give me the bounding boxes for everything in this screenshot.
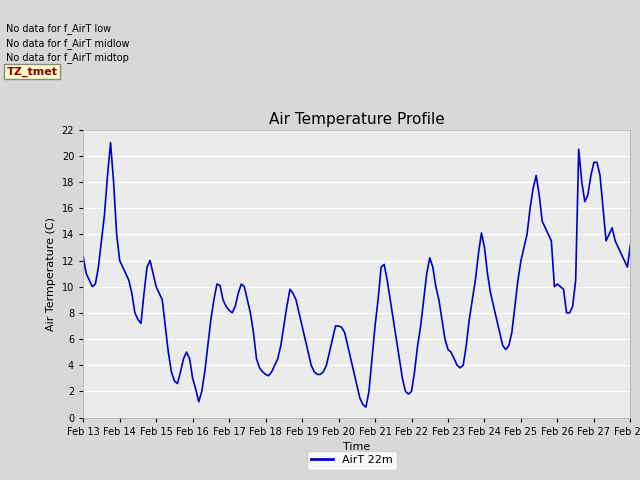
Text: No data for f_AirT low: No data for f_AirT low (6, 23, 111, 34)
Y-axis label: Air Termperature (C): Air Termperature (C) (46, 216, 56, 331)
Title: Air Temperature Profile: Air Temperature Profile (269, 112, 445, 127)
Text: No data for f_AirT midtop: No data for f_AirT midtop (6, 52, 129, 63)
Text: No data for f_AirT midlow: No data for f_AirT midlow (6, 37, 130, 48)
Legend: AirT 22m: AirT 22m (307, 451, 397, 469)
Text: TZ_tmet: TZ_tmet (6, 66, 58, 77)
X-axis label: Time: Time (343, 442, 371, 452)
